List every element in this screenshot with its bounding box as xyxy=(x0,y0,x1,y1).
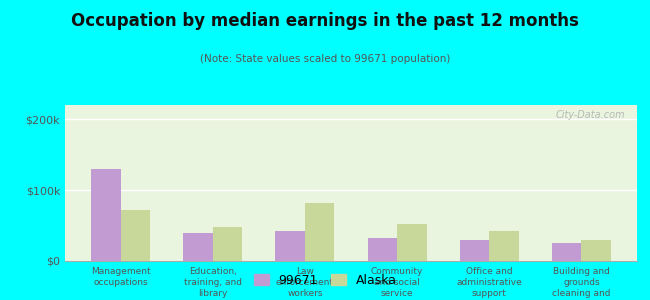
Bar xyxy=(120,210,150,261)
Text: (Note: State values scaled to 99671 population): (Note: State values scaled to 99671 popu… xyxy=(200,54,450,64)
Bar xyxy=(397,224,426,261)
Bar xyxy=(582,240,611,261)
Legend: 99671, Alaska: 99671, Alaska xyxy=(250,270,400,291)
Bar xyxy=(276,231,305,261)
Bar xyxy=(489,231,519,261)
Bar xyxy=(460,240,489,261)
Text: Occupation by median earnings in the past 12 months: Occupation by median earnings in the pas… xyxy=(71,12,579,30)
Bar xyxy=(213,227,242,261)
Bar xyxy=(552,243,582,261)
Bar xyxy=(305,203,334,261)
Bar xyxy=(183,232,213,261)
Bar xyxy=(368,238,397,261)
Text: City-Data.com: City-Data.com xyxy=(556,110,625,120)
Bar xyxy=(91,169,120,261)
